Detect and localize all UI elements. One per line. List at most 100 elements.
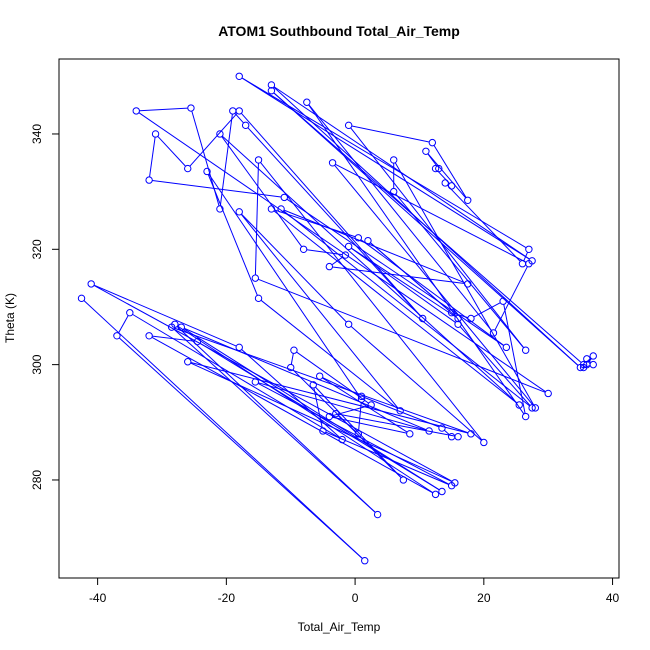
data-point <box>454 433 462 441</box>
series-segment <box>273 86 530 260</box>
series-segment <box>234 112 244 124</box>
data-point <box>328 159 337 167</box>
series-segment <box>427 153 438 167</box>
series-layer <box>77 72 597 565</box>
data-point <box>77 294 86 303</box>
data-point <box>438 424 446 432</box>
series-segment <box>118 315 129 334</box>
series-segment <box>219 114 233 206</box>
data-point <box>425 427 433 435</box>
data-point <box>583 355 591 363</box>
x-tick-label: -20 <box>218 591 236 605</box>
series-segment <box>290 353 294 365</box>
data-point <box>267 87 276 95</box>
series-segment <box>273 92 579 366</box>
data-point <box>422 147 430 155</box>
series-segment <box>364 397 440 428</box>
data-point <box>303 98 311 106</box>
data-point <box>145 332 153 340</box>
x-tick-label: 0 <box>352 591 359 605</box>
data-point <box>531 404 540 412</box>
data-point <box>464 196 472 204</box>
data-point <box>399 476 408 484</box>
data-point <box>354 234 363 242</box>
series-segment <box>351 125 430 143</box>
series-segment <box>191 110 220 206</box>
data-point <box>126 309 134 317</box>
data-point <box>251 378 260 386</box>
series-segment <box>208 173 361 397</box>
series-segment <box>221 135 518 404</box>
series-segment <box>258 382 427 431</box>
series-segment <box>334 164 534 406</box>
series-segment <box>338 413 456 437</box>
data-point <box>235 72 243 81</box>
data-point <box>235 208 243 216</box>
data-point <box>338 435 346 444</box>
series-segment <box>189 112 238 167</box>
data-point <box>367 401 375 409</box>
data-point <box>235 343 243 352</box>
data-point <box>357 392 366 401</box>
data-point <box>579 360 588 369</box>
data-point <box>267 205 276 213</box>
data-point <box>467 430 475 438</box>
data-point <box>332 409 340 418</box>
series-segment <box>332 266 465 284</box>
series-segment <box>118 337 363 559</box>
series-segment <box>83 300 363 559</box>
data-point <box>528 257 536 265</box>
data-point <box>87 280 95 288</box>
data-point <box>277 205 285 213</box>
data-point <box>357 395 366 403</box>
series-segment <box>258 278 546 393</box>
series-segment <box>332 416 407 434</box>
series-segment <box>306 249 343 256</box>
series-segment <box>350 247 456 323</box>
data-point <box>254 294 263 303</box>
data-point <box>373 510 382 519</box>
data-point <box>203 167 211 176</box>
series-segment <box>350 325 482 441</box>
series-segment <box>151 336 433 494</box>
data-point <box>518 260 527 268</box>
series-segment <box>183 328 440 491</box>
series-segment <box>351 247 456 318</box>
data-point <box>251 274 260 282</box>
data-point <box>447 482 456 490</box>
series-segment <box>152 180 282 198</box>
data-point <box>499 297 507 305</box>
series-segment <box>427 153 467 199</box>
data-point <box>428 138 437 147</box>
data-point <box>344 121 353 130</box>
series-segment <box>177 325 434 494</box>
data-point <box>151 130 160 138</box>
series-segment <box>337 415 357 433</box>
data-point <box>113 332 121 340</box>
series-segment <box>395 193 525 349</box>
data-point <box>441 179 449 187</box>
data-point <box>521 346 530 354</box>
series-segment <box>241 77 530 260</box>
series-segment <box>132 313 340 439</box>
data-point <box>177 323 185 331</box>
series-segment <box>273 210 518 404</box>
series-segment <box>152 335 195 342</box>
series-segment <box>240 112 421 317</box>
data-point <box>132 107 140 115</box>
series-segment <box>283 210 530 407</box>
data-point <box>309 381 317 389</box>
series-segment <box>173 328 376 513</box>
data-point <box>193 337 202 346</box>
data-point <box>525 245 533 254</box>
data-point <box>528 404 536 412</box>
data-point <box>544 389 552 398</box>
series-segment <box>322 377 408 433</box>
series-segment <box>221 136 303 248</box>
series-segment <box>190 362 468 434</box>
data-point <box>361 557 369 565</box>
data-point <box>390 156 398 164</box>
data-point <box>290 346 298 354</box>
data-point <box>171 320 179 328</box>
